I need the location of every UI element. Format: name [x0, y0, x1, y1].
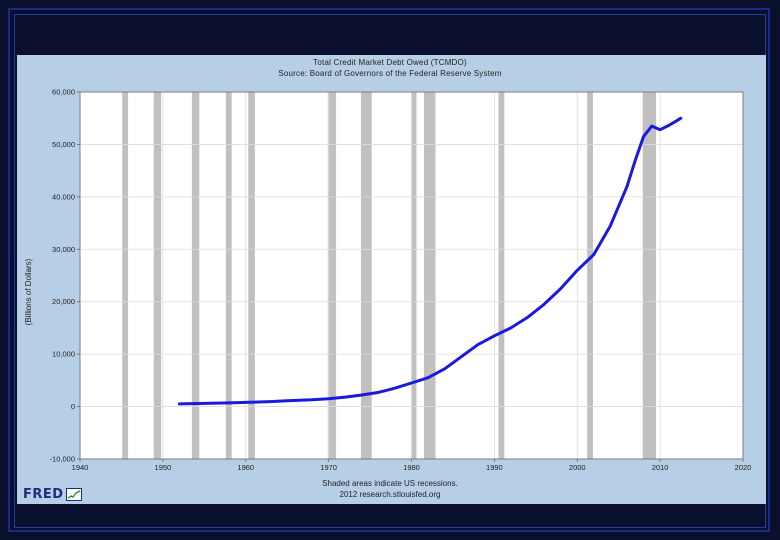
- x-tick-label: 2000: [569, 463, 586, 472]
- recession-band: [411, 92, 417, 459]
- recession-band: [498, 92, 505, 459]
- x-tick-label: 2020: [735, 463, 752, 472]
- y-tick-label: -10,000: [50, 455, 75, 464]
- recession-bands: [122, 92, 656, 459]
- x-tick-label: 1960: [237, 463, 254, 472]
- fred-logo-text: FRED: [23, 486, 64, 502]
- y-axis-ticks: -10,000 0 10,000 20,000 30,000 40,000 50,000 60…: [50, 88, 80, 464]
- recession-band: [423, 92, 436, 459]
- source-credit: 2012 research.stlouisfed.org: [339, 490, 441, 499]
- y-axis-label: (Billions of Dollars): [24, 258, 33, 325]
- recession-band: [360, 92, 372, 459]
- recession-band: [248, 92, 255, 459]
- series-lines: [177, 116, 683, 406]
- slide-border: [8, 8, 770, 532]
- recession-band: [191, 92, 200, 459]
- x-tick-label: 1980: [403, 463, 420, 472]
- recession-band: [225, 92, 232, 459]
- recession-band: [153, 92, 162, 459]
- y-tick-label: 50,000: [52, 140, 75, 149]
- y-tick-label: 30,000: [52, 245, 75, 254]
- x-tick-label: 1970: [320, 463, 337, 472]
- fred-logo: FRED: [23, 486, 82, 502]
- x-tick-label: 1940: [72, 463, 89, 472]
- x-tick-label: 1990: [486, 463, 503, 472]
- recession-band: [642, 92, 656, 459]
- recession-note: Shaded areas indicate US recessions.: [322, 479, 458, 488]
- mini-chart-icon: [65, 488, 82, 501]
- recession-band: [587, 92, 593, 459]
- x-axis-ticks: 1940 1950 1960 1970 1980 1990 2000 2010 2020: [72, 459, 752, 472]
- recession-band: [122, 92, 129, 459]
- y-tick-label: 60,000: [52, 88, 75, 97]
- y-tick-label: 40,000: [52, 192, 75, 201]
- chart-title: Total Credit Market Debt Owed (TCMDO): [313, 58, 467, 67]
- x-tick-label: 2010: [652, 463, 669, 472]
- y-tick-label: 10,000: [52, 350, 75, 359]
- recession-band: [327, 92, 337, 459]
- series-line: [177, 116, 683, 406]
- chart-subtitle: Source: Board of Governors of the Federa…: [278, 69, 502, 78]
- y-tick-label: 0: [71, 402, 75, 411]
- y-tick-label: 20,000: [52, 297, 75, 306]
- x-tick-label: 1950: [155, 463, 172, 472]
